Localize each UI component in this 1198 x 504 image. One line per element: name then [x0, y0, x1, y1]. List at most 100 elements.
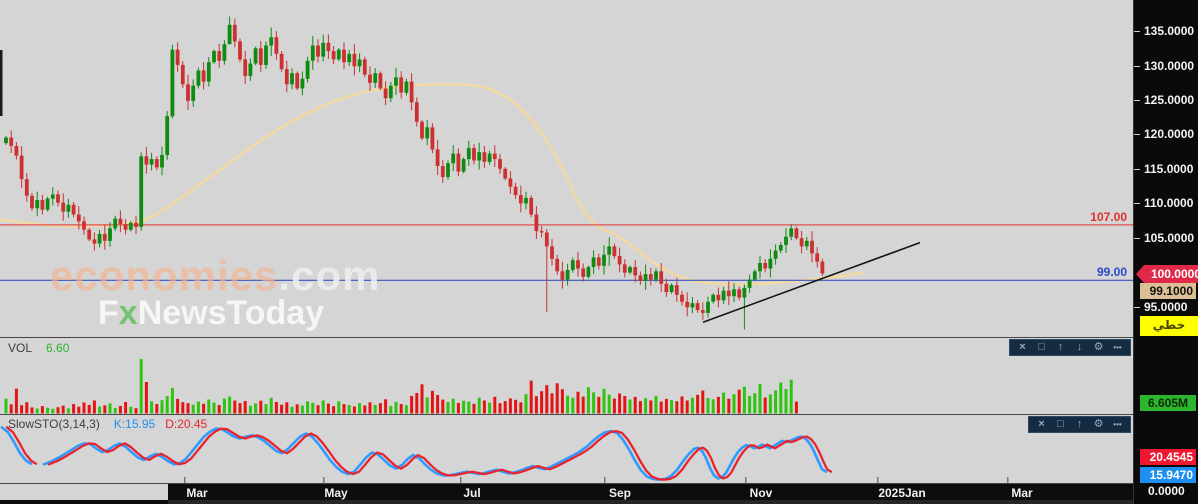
volume-bar — [638, 401, 642, 414]
volume-bar — [784, 389, 788, 414]
volume-bar — [46, 407, 50, 414]
candle-body — [76, 214, 81, 222]
volume-panel-move-down-icon[interactable]: ↓ — [1076, 341, 1083, 353]
candle-body — [690, 303, 695, 308]
volume-bar — [61, 405, 65, 414]
price-tick-dash — [1134, 31, 1140, 32]
volume-bar — [545, 385, 549, 414]
volume-bar — [228, 396, 232, 414]
time-axis-tick — [604, 477, 606, 483]
volume-bar — [592, 392, 596, 414]
candle-body — [357, 59, 362, 67]
candle-body — [664, 283, 669, 293]
candle-body — [160, 155, 164, 168]
price-tick-dash — [1134, 203, 1140, 204]
volume-bar — [384, 399, 388, 414]
candle-body — [763, 263, 768, 269]
candle-body — [570, 260, 575, 270]
price-tick-dash — [1134, 66, 1140, 67]
candle-body — [134, 222, 138, 227]
candle-body — [784, 236, 788, 245]
candle-body — [643, 274, 648, 281]
volume-bar — [716, 396, 720, 414]
candle-body — [612, 246, 617, 257]
volume-bar — [342, 404, 346, 414]
volume-bar — [332, 406, 336, 414]
stochastic-indicator-title: SlowSTO(3,14,3) — [8, 417, 100, 431]
volume-bar — [368, 402, 372, 414]
candle-body — [487, 153, 492, 162]
month-label: Sep — [608, 486, 632, 500]
candle-body — [82, 221, 86, 230]
candle-body — [700, 310, 705, 313]
volume-bar — [108, 403, 112, 414]
volume-bar — [280, 404, 284, 414]
volume-bar — [779, 382, 783, 414]
volume-panel-move-up-icon[interactable]: ↑ — [1057, 341, 1064, 353]
stochastic-panel-move-up-icon[interactable]: ↑ — [1076, 418, 1083, 430]
volume-bar — [196, 401, 200, 414]
volume-chart-canvas — [4, 359, 798, 414]
stochastic-panel-toolbar: × □ ↑ ⚙ ••• — [1028, 416, 1131, 433]
stochastic-k-value: K:15.95 — [113, 417, 156, 431]
volume-bar — [300, 405, 304, 414]
trend-line[interactable] — [702, 241, 921, 323]
candle-body — [269, 37, 274, 46]
volume-bar — [763, 397, 767, 414]
candle-body — [30, 195, 34, 209]
candle-body — [524, 197, 528, 204]
candle-body — [503, 168, 508, 179]
volume-panel-toolbar: × □ ↑ ↓ ⚙ ••• — [1009, 339, 1131, 356]
stochastic-d-badge: 20.4545 — [1140, 449, 1196, 465]
volume-bar — [534, 396, 538, 414]
price-tick-label: 115.0000 — [1144, 162, 1194, 176]
candle-body — [378, 73, 383, 89]
volume-bar — [576, 391, 580, 414]
month-label: Mar — [186, 486, 208, 500]
price-tick-dash — [1134, 307, 1140, 308]
stochastic-panel-maximize-icon[interactable]: □ — [1057, 418, 1064, 430]
volume-panel-more-icon[interactable]: ••• — [1113, 343, 1122, 352]
volume-bar — [259, 400, 263, 414]
candle-body — [617, 256, 622, 265]
volume-bar — [243, 401, 247, 414]
volume-panel-maximize-icon[interactable]: □ — [1038, 341, 1045, 353]
volume-bar — [56, 407, 60, 414]
candle-body — [576, 260, 580, 269]
candle-body — [144, 156, 149, 165]
volume-panel-settings-icon[interactable]: ⚙ — [1093, 341, 1104, 353]
stochastic-panel-close-icon[interactable]: × — [1038, 418, 1045, 430]
volume-bar — [748, 395, 752, 414]
candle-body — [123, 224, 128, 230]
candle-body — [274, 37, 279, 54]
candle-body — [92, 239, 97, 244]
price-panel: economies.com FxNewsToday 107.00 99.00 — [0, 0, 1133, 338]
volume-bar — [675, 401, 679, 414]
candle-body — [669, 285, 674, 292]
stochastic-k-badge: 15.9470 — [1140, 467, 1196, 483]
candle-body — [87, 229, 92, 240]
stochastic-panel-settings-icon[interactable]: ⚙ — [1093, 418, 1104, 430]
candle-body — [66, 204, 71, 212]
volume-bar — [602, 388, 606, 414]
candle-body — [752, 271, 757, 280]
volume-panel-close-icon[interactable]: × — [1019, 341, 1026, 353]
volume-bar — [644, 398, 648, 414]
stochastic-d-value: D:20.45 — [165, 417, 208, 431]
price-tick-label: 120.0000 — [1144, 127, 1195, 141]
candle-body — [373, 73, 378, 83]
volume-bar — [737, 389, 741, 414]
candle-body — [810, 240, 814, 254]
volume-bar — [472, 403, 476, 414]
stochastic-panel-more-icon[interactable]: ••• — [1113, 420, 1122, 429]
candle-body — [648, 274, 653, 280]
scale-type-badge[interactable]: خطي — [1140, 316, 1198, 336]
candle-body — [706, 301, 710, 313]
volume-bar — [150, 401, 154, 414]
time-axis-tick — [877, 477, 879, 483]
volume-bar — [176, 398, 180, 414]
candle-body — [674, 285, 679, 295]
volume-bar — [524, 394, 528, 414]
volume-bar — [399, 404, 403, 414]
